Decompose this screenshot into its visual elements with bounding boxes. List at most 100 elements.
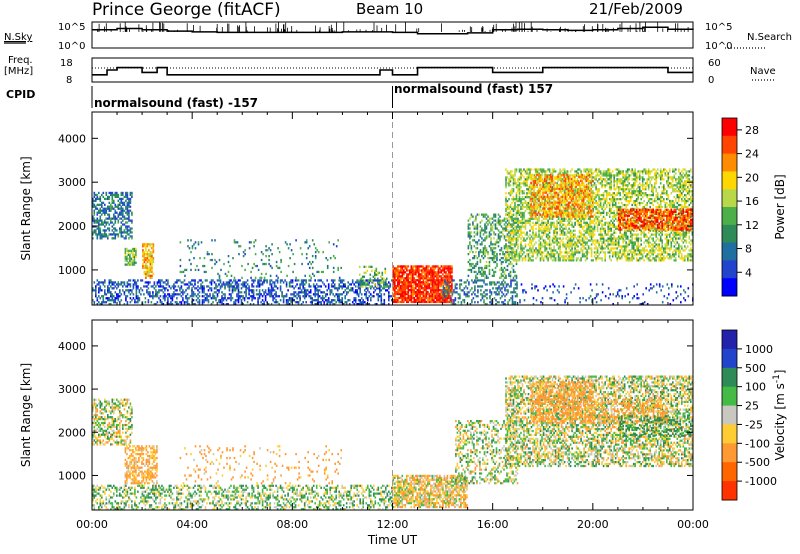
- echo-cell: [509, 245, 512, 248]
- echo-cell: [478, 270, 480, 274]
- echo-cell: [599, 251, 602, 254]
- echo-cell: [149, 257, 152, 260]
- echo-cell: [514, 225, 516, 228]
- echo-cell: [504, 289, 506, 292]
- echo-cell: [188, 247, 191, 250]
- echo-cell: [305, 279, 307, 282]
- echo-cell: [413, 265, 416, 268]
- echo-cell: [377, 299, 380, 302]
- echo-cell: [577, 168, 579, 171]
- echo-cell: [425, 271, 428, 274]
- echo-cell: [227, 260, 230, 264]
- echo-cell: [305, 295, 307, 298]
- echo-cell: [487, 223, 489, 226]
- echo-cell: [590, 168, 593, 171]
- echo-cell: [425, 300, 428, 304]
- echo-cell: [475, 227, 477, 230]
- echo-cell: [351, 279, 354, 282]
- echo-cell: [127, 263, 130, 266]
- echo-cell: [314, 299, 316, 302]
- echo-cell: [493, 251, 495, 254]
- echo-cell: [92, 205, 94, 208]
- echo-cell: [530, 194, 533, 197]
- echo-cell: [385, 289, 387, 292]
- echo-cell: [422, 275, 425, 278]
- echo-cell: [565, 209, 567, 213]
- echo-cell: [448, 271, 450, 274]
- echo-cell: [478, 268, 480, 272]
- echo-cell: [517, 190, 519, 193]
- echo-cell: [476, 225, 479, 228]
- echo-cell: [412, 296, 414, 300]
- echo-cell: [345, 293, 348, 296]
- echo-cell: [119, 211, 121, 214]
- echo-cell: [299, 299, 301, 302]
- echo-cell: [145, 245, 147, 248]
- echo-cell: [551, 203, 554, 207]
- echo-cell: [524, 201, 527, 205]
- echo-cell: [536, 221, 539, 224]
- echo-cell: [583, 196, 585, 199]
- echo-cell: [592, 219, 594, 222]
- echo-cell: [453, 303, 455, 306]
- echo-cell: [601, 219, 603, 222]
- echo-cell: [179, 279, 181, 282]
- echo-cell: [93, 211, 96, 214]
- echo-cell: [508, 172, 510, 175]
- echo-cell: [305, 253, 308, 256]
- echo-cell: [586, 227, 588, 230]
- echo-cell: [449, 281, 452, 284]
- echo-cell: [499, 253, 501, 256]
- echo-cell: [512, 239, 515, 242]
- echo-cell: [553, 229, 555, 232]
- echo-cell: [473, 245, 476, 248]
- echo-cell: [533, 213, 536, 217]
- echo-cell: [167, 289, 169, 292]
- echo-cell: [155, 295, 157, 298]
- echo-cell: [586, 251, 588, 254]
- echo-cell: [138, 299, 141, 302]
- echo-cell: [515, 217, 518, 220]
- echo-cell: [598, 198, 600, 201]
- echo-cell: [412, 275, 414, 278]
- echo-cell: [586, 229, 588, 232]
- echo-cell: [318, 301, 321, 304]
- echo-cell: [221, 301, 223, 304]
- echo-cell: [533, 237, 536, 240]
- echo-cell: [563, 198, 566, 201]
- echo-cell: [377, 293, 380, 296]
- echo-cell: [572, 259, 575, 262]
- echo-cell: [318, 285, 321, 288]
- echo-cell: [336, 297, 339, 300]
- echo-cell: [559, 241, 561, 244]
- echo-cell: [428, 279, 431, 282]
- echo-cell: [267, 287, 270, 290]
- echo-cell: [416, 291, 419, 294]
- echo-cell: [255, 289, 258, 292]
- echo-cell: [469, 223, 471, 226]
- echo-cell: [398, 289, 401, 292]
- echo-cell: [526, 201, 528, 205]
- echo-cell: [451, 269, 453, 272]
- echo-cell: [401, 267, 404, 270]
- echo-cell: [571, 245, 573, 248]
- echo-cell: [384, 267, 387, 270]
- echo-cell: [581, 192, 584, 195]
- echo-cell: [419, 285, 422, 288]
- echo-cell: [174, 289, 177, 292]
- echo-cell: [403, 273, 405, 276]
- echo-cell: [425, 283, 428, 286]
- echo-cell: [520, 249, 522, 252]
- echo-cell: [593, 198, 596, 201]
- echo-cell: [515, 194, 518, 197]
- echo-cell: [530, 251, 533, 254]
- echo-cell: [356, 289, 358, 292]
- echo-cell: [412, 281, 414, 284]
- echo-cell: [592, 190, 594, 193]
- echo-cell: [394, 283, 396, 286]
- echo-cell: [431, 271, 434, 274]
- echo-cell: [527, 255, 530, 258]
- echo-cell: [380, 289, 383, 292]
- echo-cell: [445, 291, 448, 294]
- echo-cell: [526, 184, 528, 187]
